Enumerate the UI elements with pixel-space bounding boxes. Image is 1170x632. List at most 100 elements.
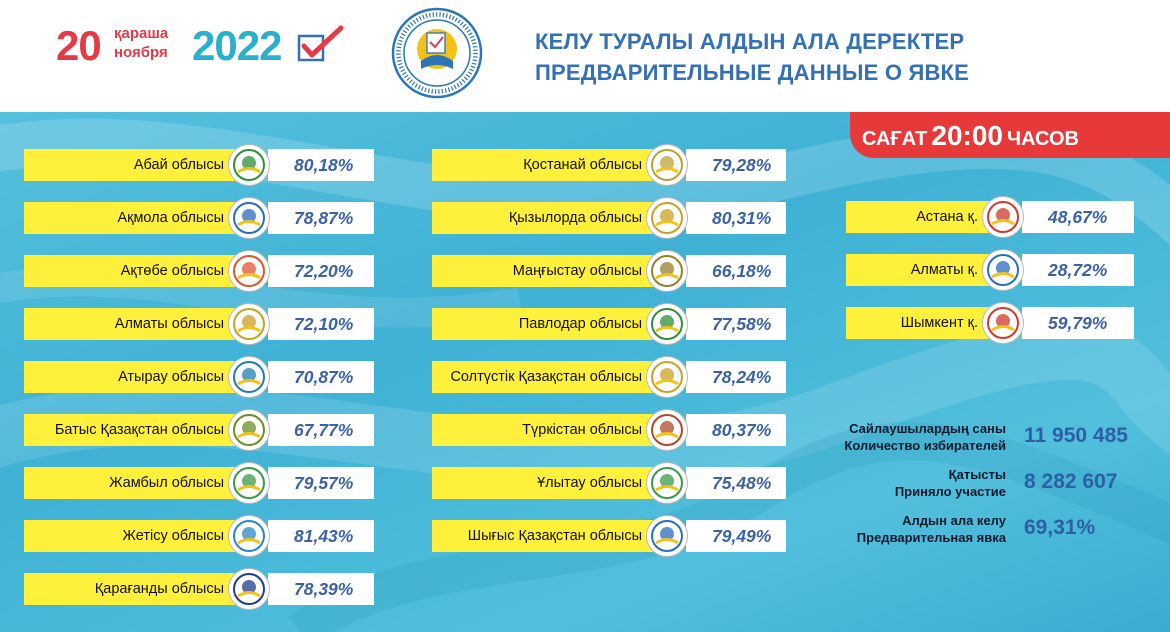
turnout-percent: 78,87% <box>268 202 374 234</box>
region-name: Атырау облысы <box>24 361 250 393</box>
title-ru: ПРЕДВАРИТЕЛЬНЫЕ ДАННЫЕ О ЯВКЕ <box>535 60 970 85</box>
region-row: Ұлытау облысы 75,48% <box>0 462 1170 504</box>
turnout-percent: 72,10% <box>268 308 374 340</box>
region-row: Алматы қ. 28,72% <box>0 249 1170 291</box>
ulytau-region-logo-icon <box>646 462 688 504</box>
turnout-percent: 28,72% <box>1022 254 1134 286</box>
turnout-percent: 78,39% <box>268 573 374 605</box>
time-badge-background <box>850 112 1170 158</box>
turnout-percent: 78,24% <box>686 361 786 393</box>
aktobe-region-logo-icon <box>228 250 270 292</box>
turnout-percent: 66,18% <box>686 255 786 287</box>
turnout-percent: 79,49% <box>686 520 786 552</box>
mangystau-region-logo-icon <box>646 250 688 292</box>
karaganda-region-logo-icon <box>228 568 270 610</box>
region-row: Түркістан облысы 80,37% <box>0 409 1170 451</box>
region-name: Ақмола облысы <box>24 202 250 234</box>
region-name: Қостанай облысы <box>432 149 668 181</box>
region-row: Батыс Қазақстан облысы 67,77% <box>0 409 1170 451</box>
kyzylorda-region-logo-icon <box>646 197 688 239</box>
turkistan-region-logo-icon <box>646 409 688 451</box>
astana-city-logo-icon <box>982 196 1024 238</box>
region-row: Жамбыл облысы 79,57% <box>0 462 1170 504</box>
region-name: Ұлытау облысы <box>432 467 668 499</box>
turnout-percent: 72,20% <box>268 255 374 287</box>
region-row: Шымкент қ. 59,79% <box>0 302 1170 344</box>
turnout-percent: 79,57% <box>268 467 374 499</box>
region-name: Батыс Қазақстан облысы <box>24 414 250 446</box>
region-row: Қызылорда облысы 80,31% <box>0 197 1170 239</box>
atyrau-region-logo-icon <box>228 356 270 398</box>
turnout-label: Алдын ала келу Предварительная явка <box>818 512 1006 546</box>
turnout-percent: 67,77% <box>268 414 374 446</box>
region-name: Абай облысы <box>24 149 250 181</box>
region-name: Жетісу облысы <box>24 520 250 552</box>
region-name: Алматы облысы <box>24 308 250 340</box>
participated-label-ru: Приняло участие <box>894 484 1006 499</box>
voters-label-kz: Сайлаушылардың саны <box>849 421 1006 436</box>
region-row: Абай облысы 80,18% <box>0 144 1170 186</box>
region-name: Павлодар облысы <box>432 308 668 340</box>
region-row: Шығыс Қазақстан облысы 79,49% <box>0 515 1170 557</box>
turnout-percent: 79,28% <box>686 149 786 181</box>
turnout-percent: 77,58% <box>686 308 786 340</box>
region-row: Астана қ. 48,67% <box>0 196 1170 238</box>
turnout-percent: 81,43% <box>268 520 374 552</box>
region-row: Солтүстік Қазақстан облысы 78,24% <box>0 356 1170 398</box>
voters-label-ru: Количество избирателей <box>844 438 1006 453</box>
ballot-check-icon <box>297 25 344 62</box>
north-kazakhstan-logo-icon <box>646 356 688 398</box>
region-row: Жетісу облысы 81,43% <box>0 515 1170 557</box>
region-name: Түркістан облысы <box>432 414 668 446</box>
turnout-percent: 59,79% <box>1022 307 1134 339</box>
turnout-percent: 48,67% <box>1022 201 1134 233</box>
almaty-city-logo-icon <box>982 249 1024 291</box>
zhambyl-region-logo-icon <box>228 462 270 504</box>
abai-region-logo-icon <box>228 144 270 186</box>
time-value: 20:00 <box>931 120 1004 151</box>
date-year: 2022 <box>192 22 282 69</box>
participated-label: Қатысты Приняло участие <box>818 466 1006 500</box>
month-kz: қараша <box>114 25 169 42</box>
region-name: Алматы қ. <box>846 254 1004 286</box>
region-name: Шығыс Қазақстан облысы <box>432 520 668 552</box>
turnout-percent: 75,48% <box>686 467 786 499</box>
region-row: Алматы облысы 72,10% <box>0 303 1170 345</box>
pavlodar-region-logo-icon <box>646 303 688 345</box>
almaty-region-logo-icon <box>228 303 270 345</box>
time-prefix: САҒАТ <box>862 128 928 150</box>
voters-label: Сайлаушылардың саны Количество избирател… <box>818 420 1006 454</box>
election-commission-emblem-icon <box>391 7 483 99</box>
region-name: Солтүстік Қазақстан облысы <box>432 361 668 393</box>
turnout-percent: 80,37% <box>686 414 786 446</box>
region-name: Қызылорда облысы <box>432 202 668 234</box>
region-row: Маңғыстау облысы 66,18% <box>0 250 1170 292</box>
time-text: САҒАТ 20:00 ЧАСОВ <box>862 120 1079 152</box>
month-ru: ноября <box>114 44 168 61</box>
region-name: Маңғыстау облысы <box>432 255 668 287</box>
results-panel: САҒАТ 20:00 ЧАСОВ Абай облысы 80,18% Ақмола … <box>0 112 1170 632</box>
region-name: Ақтөбе облысы <box>24 255 250 287</box>
page-title: КЕЛУ ТУРАЛЫ АЛДЫН АЛА ДЕРЕКТЕР ПРЕДВАРИТ… <box>535 26 969 88</box>
region-name: Астана қ. <box>846 201 1004 233</box>
date-day: 20 <box>56 22 102 69</box>
kostanay-region-logo-icon <box>646 144 688 186</box>
zhetysu-region-logo-icon <box>228 515 270 557</box>
region-row: Атырау облысы 70,87% <box>0 356 1170 398</box>
header: 20 қараша ноября 2022 КЕЛУ ТУРАЛЫ АЛДЫН … <box>0 0 1170 112</box>
region-row: Қарағанды облысы 78,39% <box>0 568 1170 610</box>
turnout-percent: 70,87% <box>268 361 374 393</box>
region-row: Қостанай облысы 79,28% <box>0 144 1170 186</box>
stats-block: Сайлаушылардың саны Количество избирател… <box>818 412 1158 562</box>
turnout-value: 69,31% <box>1024 516 1096 539</box>
turnout-label-ru: Предварительная явка <box>856 530 1006 545</box>
date-month: қараша ноября <box>114 24 168 62</box>
region-row: Ақмола облысы 78,87% <box>0 197 1170 239</box>
akmola-region-logo-icon <box>228 197 270 239</box>
shymkent-city-logo-icon <box>982 302 1024 344</box>
participated-value: 8 282 607 <box>1024 470 1118 493</box>
turnout-percent: 80,31% <box>686 202 786 234</box>
region-name: Шымкент қ. <box>846 307 1004 339</box>
region-name: Жамбыл облысы <box>24 467 250 499</box>
turnout-percent: 80,18% <box>268 149 374 181</box>
